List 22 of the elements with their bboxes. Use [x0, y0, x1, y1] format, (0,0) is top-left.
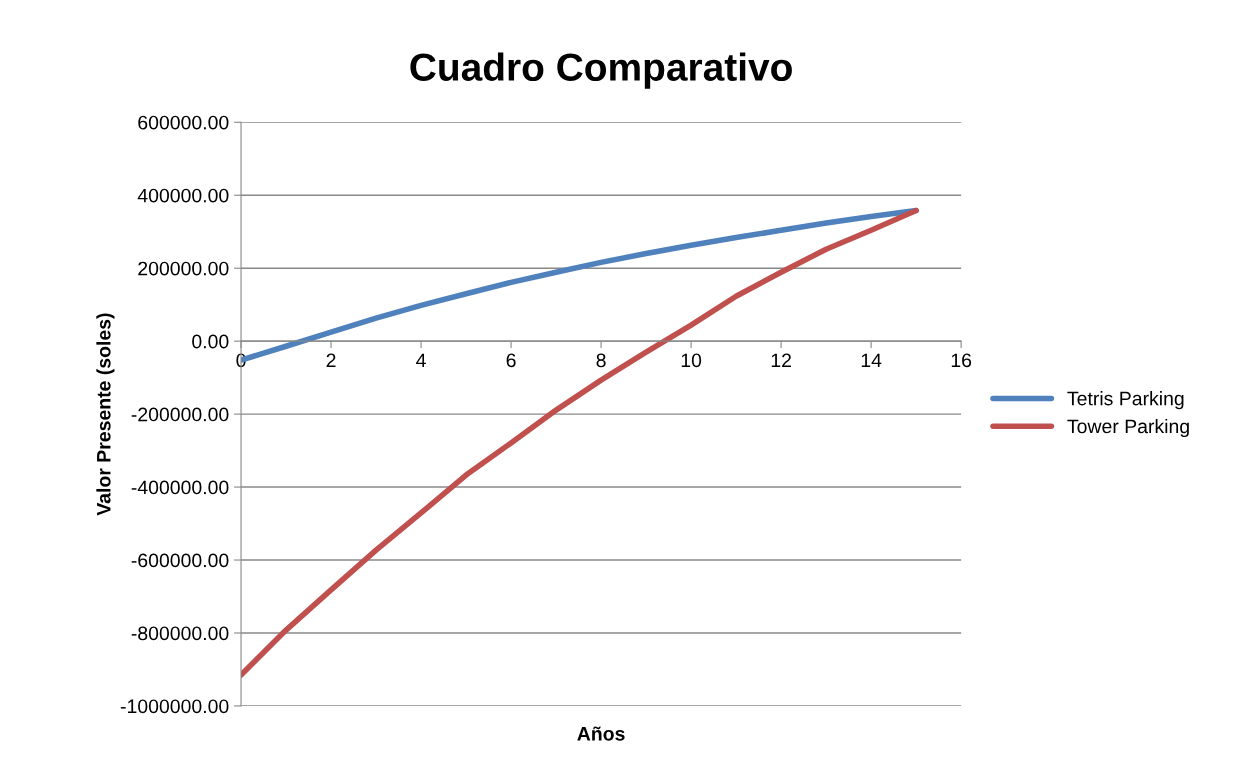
- y-tick-label: -1000000.00: [120, 699, 229, 714]
- y-tick-label: 0.00: [192, 334, 229, 349]
- x-tick-label: 16: [951, 353, 972, 368]
- chart-title: Cuadro Comparativo: [410, 52, 792, 89]
- y-tick-label: 600000.00: [138, 115, 229, 130]
- x-tick-label: 12: [771, 353, 791, 368]
- y-tick-label: 400000.00: [137, 188, 229, 203]
- x-tick-label: 6: [506, 353, 516, 368]
- y-tick-label: -600000.00: [131, 553, 229, 568]
- x-tick-label: 10: [681, 353, 702, 368]
- y-tick-label: -400000.00: [131, 480, 229, 495]
- x-axis-title: Años: [577, 726, 625, 741]
- x-tick-label: 8: [596, 353, 606, 368]
- legend-label: Tower Parking: [1067, 418, 1189, 438]
- x-tick-label: 2: [326, 353, 336, 368]
- x-tick-label: 14: [861, 353, 882, 368]
- x-tick-label: 4: [416, 353, 426, 368]
- legend-label: Tetris Parking: [1067, 391, 1184, 410]
- y-tick-label: -800000.00: [131, 626, 229, 641]
- y-axis-title: Valor Presente (soles): [96, 313, 115, 516]
- y-tick-label: 200000.00: [138, 261, 229, 276]
- y-tick-label: -200000.00: [131, 407, 229, 422]
